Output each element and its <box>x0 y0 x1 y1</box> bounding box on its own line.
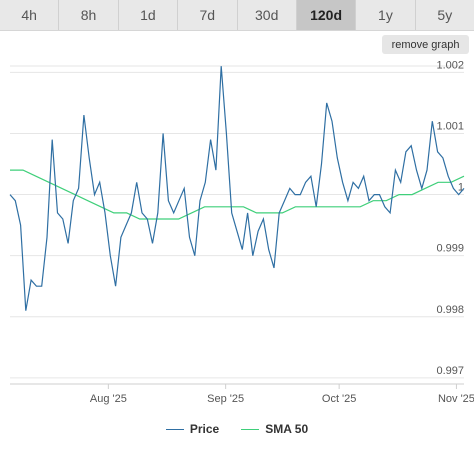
tab-1y[interactable]: 1y <box>356 0 416 30</box>
y-axis-ticks: 0.997 0.998 0.999 1 1.001 1.002 <box>436 59 464 377</box>
tab-8h[interactable]: 8h <box>59 0 119 30</box>
legend-item-price[interactable]: Price <box>165 422 220 436</box>
time-range-tabs: 4h 8h 1d 7d 30d 120d 1y 5y <box>0 0 474 31</box>
x-tick-label: Nov '25 <box>438 393 474 405</box>
tab-5y[interactable]: 5y <box>437 7 453 23</box>
y-tick-label: 1.002 <box>436 59 464 71</box>
y-tick-label: 0.999 <box>436 243 464 255</box>
legend-label-sma: SMA 50 <box>265 422 309 436</box>
legend-item-sma[interactable]: SMA 50 <box>241 422 308 436</box>
y-tick-label: 0.997 <box>436 365 464 377</box>
tab-1d[interactable]: 1d <box>119 0 179 30</box>
sma-50-line <box>10 169 465 220</box>
tab-4h[interactable]: 4h <box>0 0 60 30</box>
remove-graph-button[interactable]: remove graph <box>382 35 469 54</box>
legend-label-price: Price <box>189 422 220 436</box>
x-tick-label: Sep '25 <box>207 393 244 405</box>
x-tick-label: Aug '25 <box>90 393 127 405</box>
tab-120d[interactable]: 120d <box>296 0 357 30</box>
x-axis-ticks: Aug '25 Sep '25 Oct '25 Nov '25 <box>10 383 474 405</box>
price-line <box>9 66 465 311</box>
x-tick-label: Oct '25 <box>322 393 357 405</box>
y-tick-label: 1 <box>458 182 464 194</box>
chart-legend: Price SMA 50 <box>0 420 474 438</box>
tab-7d[interactable]: 7d <box>178 0 238 30</box>
legend-swatch-price <box>165 428 184 430</box>
chart-grid <box>10 65 464 379</box>
y-tick-label: 1.001 <box>436 120 464 132</box>
legend-swatch-sma <box>241 428 260 430</box>
price-chart: 0.997 0.998 0.999 1 1.001 1.002 Aug '25 Sep '2… <box>9 59 474 405</box>
y-tick-label: 0.998 <box>436 304 464 316</box>
tab-30d[interactable]: 30d <box>238 0 297 30</box>
